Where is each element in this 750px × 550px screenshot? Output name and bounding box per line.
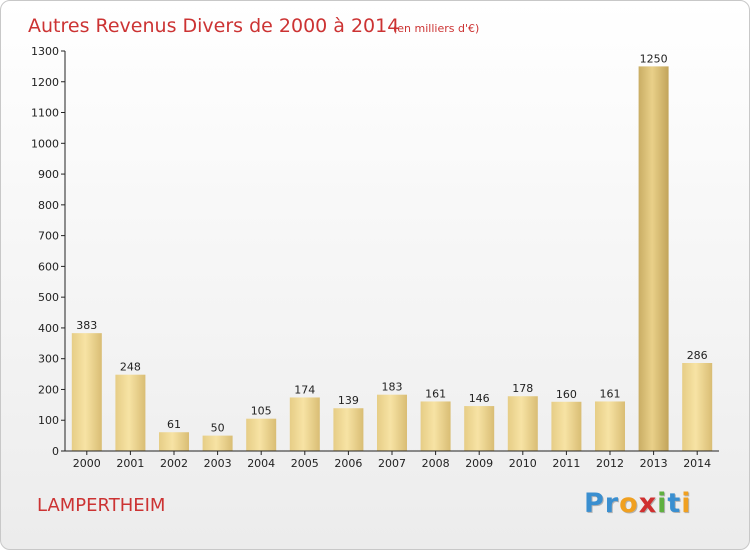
data-label-2003: 50 (211, 422, 225, 435)
x-tick-label-2010: 2010 (509, 457, 537, 470)
bars: 383 248 61 50 105 174 139 183 161 146 178 160 161 125… (71, 52, 713, 451)
y-tick-label: 700 (38, 230, 59, 243)
data-label-2007: 183 (382, 381, 403, 394)
bar-2010 (507, 396, 538, 451)
x-tick-label-2012: 2012 (596, 457, 624, 470)
logo-letter: o (619, 488, 639, 519)
y-tick-label: 900 (38, 168, 59, 181)
bar-2012 (595, 401, 625, 451)
data-label-2014: 286 (687, 349, 708, 362)
bar-2005 (289, 397, 320, 451)
bar-2000 (71, 333, 102, 451)
bar-2011 (551, 401, 582, 451)
logo-letter: i (681, 488, 692, 519)
logo-letter: r (604, 488, 620, 519)
x-tick-label-2014: 2014 (683, 457, 711, 470)
y-tick-label: 0 (52, 445, 59, 458)
x-tick-label-2004: 2004 (247, 457, 275, 470)
logo-letter: P (584, 488, 605, 519)
proxiti-logo: Proxiti (584, 488, 692, 519)
data-label-2002: 61 (167, 418, 181, 431)
y-tick-label: 400 (38, 322, 59, 335)
y-tick-label: 500 (38, 291, 59, 304)
y-tick-label: 1300 (31, 45, 59, 58)
y-tick-label: 1100 (31, 107, 59, 120)
bar-2014 (682, 363, 713, 451)
y-tick-label: 1200 (31, 76, 59, 89)
bar-2009 (464, 406, 495, 451)
x-tick-label-2000: 2000 (73, 457, 101, 470)
data-label-2001: 248 (120, 361, 141, 374)
y-tick-label: 800 (38, 199, 59, 212)
data-label-2009: 146 (469, 392, 490, 405)
chart-subtitle: (en milliers d'€) (393, 22, 479, 35)
x-tick-label-2009: 2009 (465, 457, 493, 470)
x-tick-label-2007: 2007 (378, 457, 406, 470)
bar-2007 (377, 394, 407, 451)
data-label-2008: 161 (425, 387, 446, 400)
y-tick-label: 1000 (31, 137, 59, 150)
x-tick-label-2011: 2011 (552, 457, 580, 470)
y-axis: 0 100 200 300 400 500 600 700 800 900 1000 1100 1200… (31, 45, 66, 458)
data-label-2000: 383 (76, 319, 97, 332)
y-tick-label: 100 (38, 414, 59, 427)
x-tick-label-2002: 2002 (160, 457, 188, 470)
data-label-2004: 105 (251, 405, 272, 418)
bar-2006 (333, 408, 364, 451)
logo-letter: i (657, 488, 668, 519)
y-tick-label: 300 (38, 353, 59, 366)
data-label-2013: 1250 (640, 52, 668, 65)
bar-2004 (246, 418, 277, 451)
x-tick-label-2006: 2006 (334, 457, 362, 470)
y-tick-label: 600 (38, 260, 59, 273)
bar-2001 (115, 374, 146, 451)
x-tick-label-2008: 2008 (422, 457, 450, 470)
data-label-2011: 160 (556, 388, 577, 401)
bar-2002 (159, 432, 189, 451)
bar-2008 (420, 401, 451, 451)
city-name: LAMPERTHEIM (37, 495, 166, 516)
y-tick-label: 200 (38, 383, 59, 396)
x-tick-label-2003: 2003 (204, 457, 232, 470)
bar-2003 (202, 435, 233, 451)
x-axis: 2000 2001 2002 2003 2004 2005 2006 2007 2008 2009… (65, 450, 719, 470)
data-label-2006: 139 (338, 394, 359, 407)
logo-letter: t (667, 488, 682, 519)
bar-2013 (638, 66, 669, 451)
x-tick-label-2005: 2005 (291, 457, 319, 470)
data-label-2012: 161 (600, 387, 621, 400)
logo-letter: x (638, 488, 658, 519)
x-tick-label-2013: 2013 (640, 457, 668, 470)
x-tick-label-2001: 2001 (116, 457, 144, 470)
data-label-2005: 174 (294, 383, 315, 396)
data-label-2010: 178 (512, 382, 533, 395)
chart-title: Autres Revenus Divers de 2000 à 2014 (28, 15, 399, 37)
